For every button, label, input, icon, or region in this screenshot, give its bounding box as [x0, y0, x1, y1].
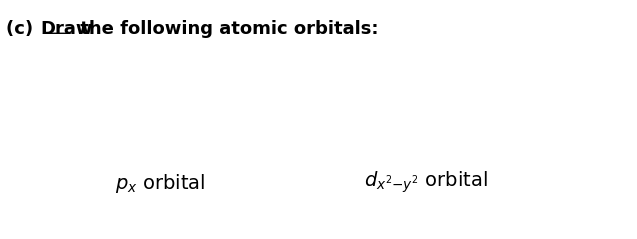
Text: (c): (c) [6, 20, 40, 38]
Text: the following atomic orbitals:: the following atomic orbitals: [75, 20, 379, 38]
Text: $\mathit{d}_{x^2\mathregular{-}y^2}$ orbital: $\mathit{d}_{x^2\mathregular{-}y^2}$ orb… [364, 170, 488, 195]
Text: Draw: Draw [41, 20, 93, 38]
Text: $\mathit{p}_x$ orbital: $\mathit{p}_x$ orbital [115, 172, 205, 195]
